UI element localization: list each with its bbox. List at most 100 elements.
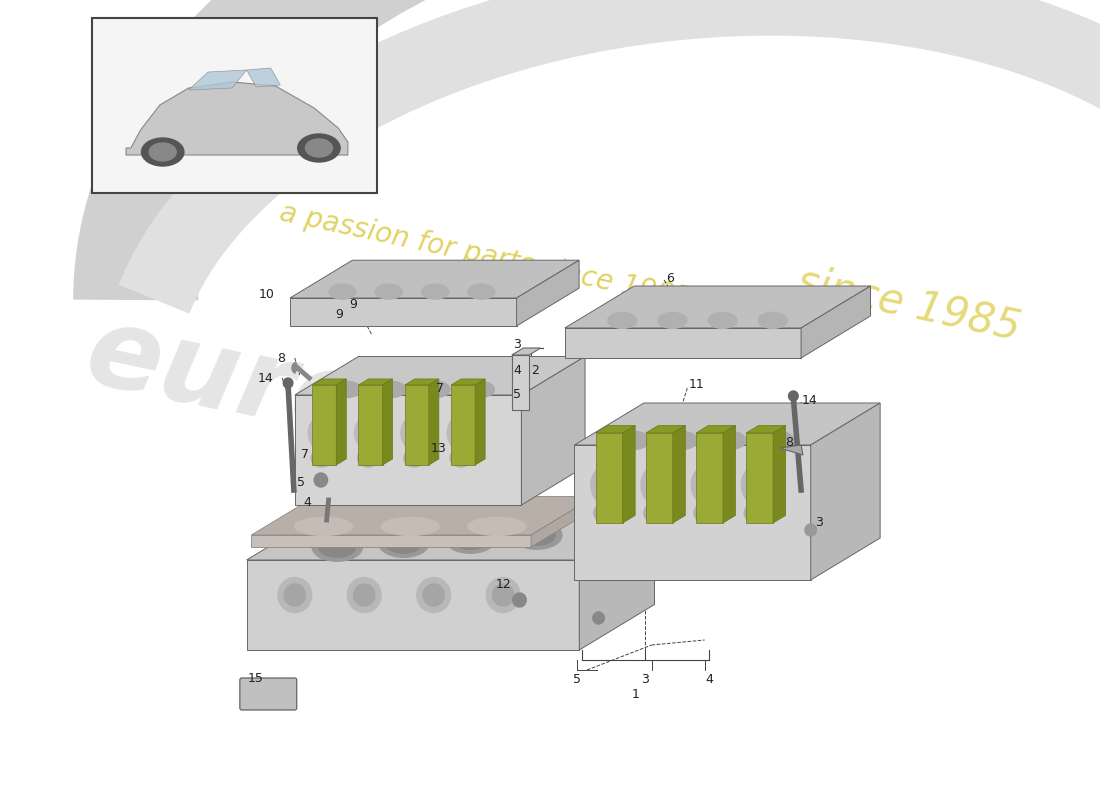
Polygon shape bbox=[696, 433, 723, 523]
Polygon shape bbox=[252, 497, 595, 535]
Polygon shape bbox=[564, 286, 870, 328]
Polygon shape bbox=[451, 379, 485, 385]
Ellipse shape bbox=[608, 312, 637, 328]
Polygon shape bbox=[512, 348, 541, 355]
Ellipse shape bbox=[312, 534, 362, 562]
Polygon shape bbox=[246, 560, 580, 650]
Polygon shape bbox=[646, 433, 673, 523]
Polygon shape bbox=[189, 70, 246, 90]
Polygon shape bbox=[746, 433, 773, 523]
Polygon shape bbox=[290, 260, 579, 298]
Polygon shape bbox=[801, 286, 870, 358]
Polygon shape bbox=[531, 497, 595, 547]
Ellipse shape bbox=[375, 284, 403, 299]
Ellipse shape bbox=[295, 518, 352, 535]
Polygon shape bbox=[673, 426, 685, 523]
Ellipse shape bbox=[348, 578, 381, 613]
Ellipse shape bbox=[306, 139, 332, 157]
Polygon shape bbox=[723, 426, 736, 523]
Ellipse shape bbox=[715, 431, 746, 450]
Ellipse shape bbox=[382, 518, 439, 535]
Ellipse shape bbox=[694, 503, 717, 523]
Ellipse shape bbox=[512, 522, 562, 550]
Ellipse shape bbox=[468, 284, 495, 299]
Text: 11: 11 bbox=[689, 378, 704, 391]
Text: 6: 6 bbox=[667, 271, 674, 285]
Ellipse shape bbox=[308, 416, 336, 450]
Text: 5: 5 bbox=[573, 673, 582, 686]
Polygon shape bbox=[246, 68, 280, 87]
Ellipse shape bbox=[378, 382, 406, 398]
Polygon shape bbox=[252, 535, 531, 547]
Polygon shape bbox=[696, 426, 736, 433]
Ellipse shape bbox=[708, 312, 737, 328]
Wedge shape bbox=[292, 362, 298, 373]
Ellipse shape bbox=[469, 518, 526, 535]
Text: 1: 1 bbox=[631, 688, 639, 701]
Ellipse shape bbox=[667, 431, 697, 450]
Ellipse shape bbox=[518, 526, 556, 546]
Ellipse shape bbox=[278, 578, 311, 613]
Polygon shape bbox=[564, 328, 801, 358]
Text: 14: 14 bbox=[802, 394, 817, 406]
Text: 8: 8 bbox=[277, 351, 285, 365]
Polygon shape bbox=[295, 395, 521, 505]
Ellipse shape bbox=[486, 578, 520, 613]
Circle shape bbox=[789, 391, 799, 401]
FancyBboxPatch shape bbox=[240, 678, 297, 710]
Text: 5: 5 bbox=[297, 477, 306, 490]
Ellipse shape bbox=[658, 312, 686, 328]
Ellipse shape bbox=[319, 538, 355, 558]
Polygon shape bbox=[359, 379, 393, 385]
Ellipse shape bbox=[591, 466, 619, 504]
Ellipse shape bbox=[641, 466, 670, 504]
Polygon shape bbox=[405, 379, 439, 385]
Ellipse shape bbox=[417, 578, 451, 613]
Polygon shape bbox=[246, 514, 654, 560]
Ellipse shape bbox=[448, 416, 474, 450]
Ellipse shape bbox=[758, 312, 788, 328]
Ellipse shape bbox=[334, 382, 361, 398]
Text: 7: 7 bbox=[301, 449, 309, 462]
Circle shape bbox=[315, 473, 328, 487]
Text: 12: 12 bbox=[496, 578, 512, 591]
Polygon shape bbox=[517, 260, 579, 326]
Circle shape bbox=[513, 593, 526, 607]
Ellipse shape bbox=[358, 449, 378, 467]
Ellipse shape bbox=[421, 284, 449, 299]
Text: 2: 2 bbox=[531, 363, 539, 377]
Circle shape bbox=[593, 612, 604, 624]
Polygon shape bbox=[646, 426, 685, 433]
Text: 14: 14 bbox=[257, 371, 274, 385]
Text: 3: 3 bbox=[514, 338, 521, 351]
Circle shape bbox=[805, 524, 816, 536]
Ellipse shape bbox=[644, 503, 667, 523]
Polygon shape bbox=[521, 357, 585, 505]
Polygon shape bbox=[405, 385, 429, 465]
Text: since 1985: since 1985 bbox=[793, 260, 1024, 348]
Ellipse shape bbox=[385, 534, 422, 554]
Polygon shape bbox=[383, 379, 393, 465]
Text: 4: 4 bbox=[514, 363, 521, 377]
Ellipse shape bbox=[311, 449, 332, 467]
Text: 4: 4 bbox=[705, 673, 714, 686]
Polygon shape bbox=[359, 385, 383, 465]
Ellipse shape bbox=[422, 382, 450, 398]
Polygon shape bbox=[574, 445, 811, 580]
Polygon shape bbox=[337, 379, 346, 465]
Ellipse shape bbox=[284, 584, 306, 606]
Text: 9: 9 bbox=[336, 309, 343, 322]
Ellipse shape bbox=[354, 416, 382, 450]
Text: 5: 5 bbox=[514, 389, 521, 402]
Ellipse shape bbox=[450, 449, 471, 467]
Ellipse shape bbox=[353, 584, 375, 606]
Text: 7: 7 bbox=[437, 382, 444, 394]
Polygon shape bbox=[811, 403, 880, 580]
Polygon shape bbox=[780, 445, 803, 455]
Text: 10: 10 bbox=[258, 289, 275, 302]
Polygon shape bbox=[746, 426, 785, 433]
Polygon shape bbox=[623, 426, 635, 523]
Text: 4: 4 bbox=[304, 497, 311, 510]
Ellipse shape bbox=[150, 143, 176, 161]
Ellipse shape bbox=[691, 466, 720, 504]
